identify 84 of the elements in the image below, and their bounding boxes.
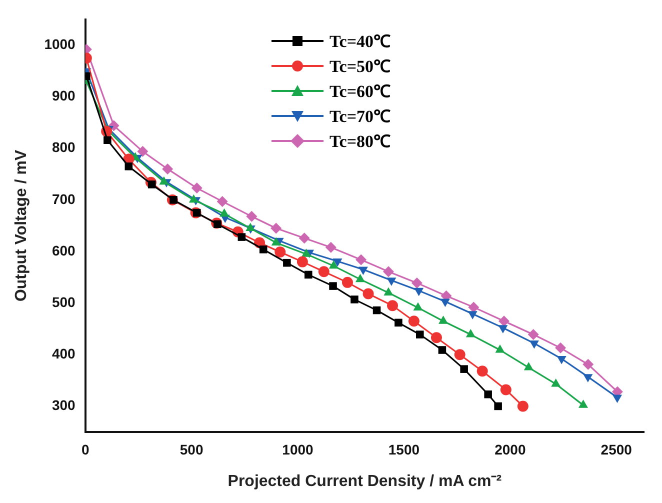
point <box>386 278 396 286</box>
point <box>468 302 480 313</box>
y-tick-label: 800 <box>52 139 76 156</box>
point <box>159 176 169 185</box>
point <box>301 248 312 257</box>
point <box>274 246 286 258</box>
legend-label: Tc=60℃ <box>329 81 391 102</box>
point <box>124 162 133 170</box>
point <box>304 270 312 279</box>
point <box>350 296 358 304</box>
x-tick-label: 500 <box>180 441 204 458</box>
legend-label: Tc=40℃ <box>329 31 391 52</box>
point <box>356 254 367 266</box>
legend-label: Tc=50℃ <box>329 56 391 77</box>
point <box>460 365 468 373</box>
point <box>382 266 394 278</box>
point <box>411 277 422 288</box>
point <box>582 358 594 370</box>
point <box>430 332 442 344</box>
point <box>484 390 492 398</box>
point <box>476 366 488 377</box>
point <box>216 196 228 207</box>
point <box>325 242 336 253</box>
y-tick-label: 400 <box>52 345 76 362</box>
point <box>408 316 420 327</box>
y-axis-title: Output Voltage / mV <box>13 150 30 302</box>
point <box>438 346 446 354</box>
point <box>192 208 201 217</box>
point <box>466 329 476 338</box>
point <box>454 349 466 360</box>
y-tick-label: 500 <box>52 294 76 310</box>
point <box>191 182 202 194</box>
point <box>556 356 566 364</box>
x-axis-title: Projected Current Density / mA cm⁻² <box>228 472 502 490</box>
point <box>270 222 282 234</box>
legend-label: Tc=70℃ <box>329 106 391 127</box>
y-tick-label: 1000 <box>44 36 76 52</box>
x-tick-label: 0 <box>81 441 90 458</box>
point <box>214 220 222 228</box>
point <box>342 276 353 288</box>
point <box>494 402 502 410</box>
point <box>148 180 156 188</box>
point <box>329 282 337 290</box>
point <box>440 298 450 308</box>
point <box>414 288 424 296</box>
point <box>498 325 508 334</box>
point <box>555 342 566 354</box>
x-tick-label: 2000 <box>494 441 526 458</box>
x-tick-label: 2500 <box>600 441 632 458</box>
y-tick-label: 900 <box>52 88 76 104</box>
point <box>358 266 368 276</box>
point <box>387 300 398 312</box>
x-tick-label: 1000 <box>282 441 314 458</box>
point <box>246 210 258 222</box>
point <box>612 394 622 403</box>
point <box>296 256 308 268</box>
point <box>468 311 478 320</box>
y-tick-label: 700 <box>52 190 76 207</box>
point <box>246 222 256 232</box>
x-tick-label: 1500 <box>388 441 420 458</box>
y-tick-label: 300 <box>52 397 76 414</box>
point <box>104 136 112 144</box>
point <box>416 330 424 338</box>
point <box>372 306 381 314</box>
legend-label: Tc=80℃ <box>329 131 391 152</box>
point <box>162 163 174 174</box>
point <box>583 374 593 382</box>
point <box>498 316 510 327</box>
point <box>394 318 402 327</box>
point <box>500 384 512 396</box>
point <box>137 146 148 157</box>
point <box>318 266 330 278</box>
point <box>259 246 268 254</box>
point <box>283 258 291 267</box>
point <box>298 232 310 244</box>
point <box>362 288 374 300</box>
point <box>332 258 342 267</box>
y-tick-label: 600 <box>52 242 76 258</box>
point <box>528 329 539 340</box>
point <box>529 340 539 349</box>
point <box>517 400 528 412</box>
point <box>238 233 246 241</box>
point <box>524 362 534 370</box>
point <box>220 208 230 217</box>
